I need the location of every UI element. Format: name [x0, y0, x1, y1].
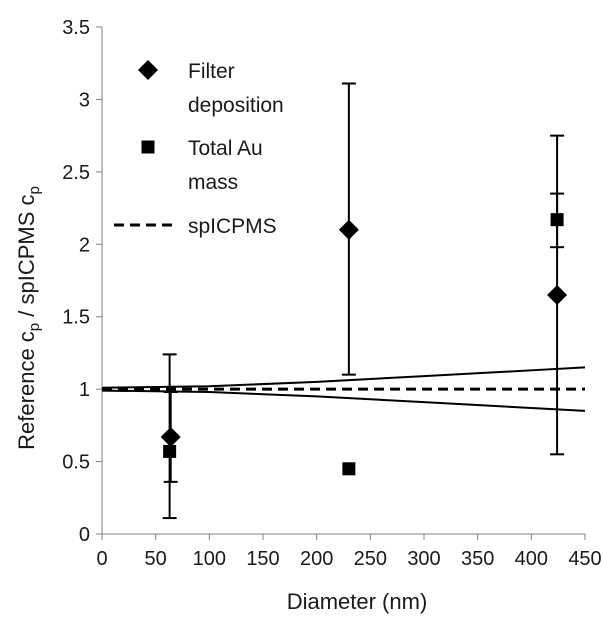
- legend-label: Total Au: [188, 137, 263, 160]
- square-point: [163, 444, 177, 458]
- x-tick-label: 100: [193, 548, 226, 570]
- diamond-point: [547, 284, 568, 305]
- y-tick-label: 3.5: [62, 17, 90, 39]
- x-tick-label: 450: [568, 548, 601, 570]
- x-tick-label: 300: [407, 548, 440, 570]
- y-tick-label: 1: [79, 379, 90, 401]
- band-lower-line: [101, 389, 586, 412]
- x-tick-label: 50: [145, 548, 167, 570]
- x-tick-label: 350: [461, 548, 494, 570]
- legend-label: spICPMS: [188, 215, 277, 238]
- y-tick-label: 2: [79, 234, 90, 256]
- y-axis-title-part-2: / spICPMS c: [14, 195, 39, 323]
- x-tick-label: 0: [96, 548, 107, 570]
- y-tick-label: 1.5: [62, 307, 90, 329]
- square-point: [342, 462, 356, 476]
- y-axis-title-sub-1: p: [26, 323, 43, 331]
- diamond-point: [160, 426, 181, 447]
- diamond-point: [338, 219, 359, 240]
- square-point: [550, 213, 564, 227]
- band-upper-line: [101, 366, 586, 389]
- legend-label: Filter: [188, 60, 235, 83]
- x-tick-label: 150: [246, 548, 279, 570]
- series-layer: [102, 82, 585, 520]
- y-tick-label: 2.5: [62, 162, 90, 184]
- legend-diamond-marker: [138, 60, 158, 80]
- uncertainty-band: [101, 366, 586, 412]
- y-tick-label: 0.5: [62, 452, 90, 474]
- x-tick-label: 200: [300, 548, 333, 570]
- y-axis-title-sub-2: p: [26, 186, 43, 194]
- x-tick-label: 400: [515, 548, 548, 570]
- y-axis-title: Reference cp / spICPMS cp: [14, 186, 43, 450]
- legend-square-marker: [141, 140, 155, 154]
- legend-label: mass: [188, 171, 238, 194]
- y-tick-label: 0: [79, 524, 90, 546]
- y-axis-title-part-1: Reference c: [14, 331, 39, 450]
- x-axis-title: Diameter (nm): [287, 589, 428, 614]
- x-tick-label: 250: [354, 548, 387, 570]
- legend-label: deposition: [188, 94, 284, 117]
- axes: 0 0.5 1 1.5 2 2.5 3 3.5 0 50 100 150 200 250 300 350 400…: [62, 17, 602, 570]
- y-tick-label: 3: [79, 89, 90, 111]
- legend: Filter deposition Total Au mass spICPMS: [114, 60, 284, 238]
